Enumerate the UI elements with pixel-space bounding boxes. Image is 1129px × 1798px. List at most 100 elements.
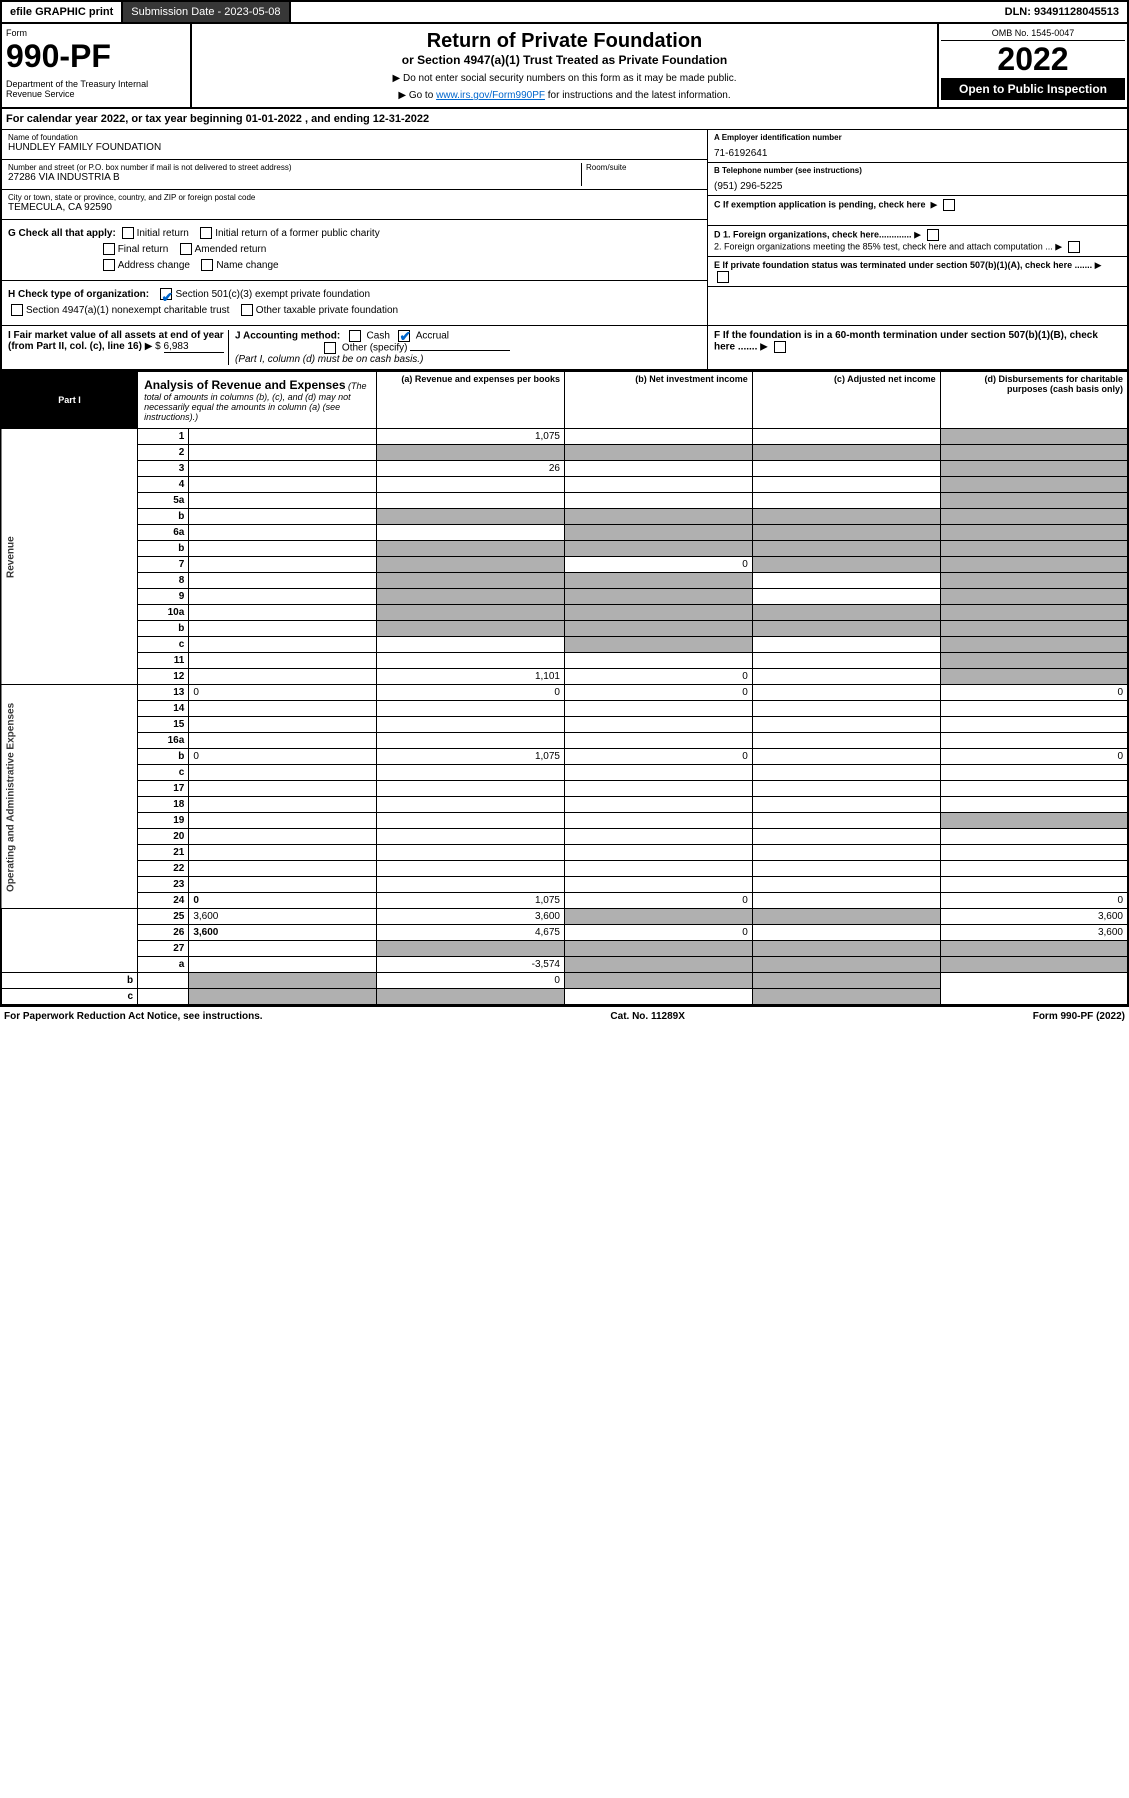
efile-print[interactable]: efile GRAPHIC print: [2, 2, 123, 22]
amount-cell: [377, 877, 565, 893]
amount-cell: [752, 877, 940, 893]
table-row: b0: [1, 973, 1128, 989]
table-row: 27: [1, 941, 1128, 957]
amount-cell: 1,075: [377, 429, 565, 445]
cb-exemption-pending[interactable]: [943, 199, 955, 211]
table-row: Operating and Administrative Expenses130…: [1, 685, 1128, 701]
line-number: 11: [138, 653, 189, 669]
line-desc: [189, 461, 377, 477]
amount-cell: [752, 605, 940, 621]
foundation-name-cell: Name of foundation HUNDLEY FAMILY FOUNDA…: [2, 130, 707, 160]
cb-cash[interactable]: [349, 330, 361, 342]
cb-other-taxable[interactable]: [241, 304, 253, 316]
line-number: 15: [138, 717, 189, 733]
cb-accrual[interactable]: [398, 330, 410, 342]
cb-amended[interactable]: [180, 243, 192, 255]
omb-number: OMB No. 1545-0047: [941, 26, 1125, 41]
amount-cell: [940, 493, 1128, 509]
cb-status-terminated[interactable]: [717, 271, 729, 283]
table-row: 16a: [1, 733, 1128, 749]
line-number: b: [1, 973, 138, 989]
cb-initial-return[interactable]: [122, 227, 134, 239]
cb-name-change[interactable]: [201, 259, 213, 271]
amount-cell: [752, 621, 940, 637]
cb-initial-former[interactable]: [200, 227, 212, 239]
amount-cell: [940, 717, 1128, 733]
amount-cell: [752, 701, 940, 717]
i-j-f-row: I Fair market value of all assets at end…: [0, 326, 1129, 370]
line-number: 22: [138, 861, 189, 877]
line-desc: [189, 829, 377, 845]
amount-cell: [940, 557, 1128, 573]
cb-501c3[interactable]: [160, 288, 172, 300]
table-row: b: [1, 621, 1128, 637]
amount-cell: 0: [564, 925, 752, 941]
amount-cell: [940, 957, 1128, 973]
line-number: 6a: [138, 525, 189, 541]
line-desc: 0: [189, 685, 377, 701]
amount-cell: [752, 445, 940, 461]
amount-cell: [940, 429, 1128, 445]
line-number: 26: [138, 925, 189, 941]
cb-other-method[interactable]: [324, 342, 336, 354]
amount-cell: [377, 589, 565, 605]
form-header: Form 990-PF Department of the Treasury I…: [0, 24, 1129, 109]
amount-cell: [564, 701, 752, 717]
table-row: b: [1, 509, 1128, 525]
form-note1: ▶ Do not enter social security numbers o…: [198, 73, 931, 84]
amount-cell: [564, 605, 752, 621]
line-number: c: [1, 989, 138, 1006]
line-number: 16a: [138, 733, 189, 749]
table-row: 2: [1, 445, 1128, 461]
line-desc: [189, 765, 377, 781]
amount-cell: [940, 941, 1128, 957]
line-desc: [138, 973, 189, 989]
form-subtitle: or Section 4947(a)(1) Trust Treated as P…: [198, 53, 931, 67]
line-number: 14: [138, 701, 189, 717]
cb-final-return[interactable]: [103, 243, 115, 255]
amount-cell: [377, 829, 565, 845]
line-desc: [189, 797, 377, 813]
cb-foreign-org[interactable]: [927, 229, 939, 241]
amount-cell: [377, 605, 565, 621]
amount-cell: [940, 781, 1128, 797]
amount-cell: [189, 973, 377, 989]
line-number: 1: [138, 429, 189, 445]
cb-60-month[interactable]: [774, 341, 786, 353]
amount-cell: [377, 717, 565, 733]
line-number: 10a: [138, 605, 189, 621]
amount-cell: [564, 445, 752, 461]
table-row: 17: [1, 781, 1128, 797]
amount-cell: [377, 797, 565, 813]
cb-4947[interactable]: [11, 304, 23, 316]
amount-cell: [377, 525, 565, 541]
amount-cell: [752, 925, 940, 941]
table-row: 4: [1, 477, 1128, 493]
amount-cell: [564, 861, 752, 877]
amount-cell: [564, 909, 752, 925]
amount-cell: [564, 781, 752, 797]
amount-cell: 0: [377, 973, 565, 989]
amount-cell: [940, 813, 1128, 829]
cb-85-test[interactable]: [1068, 241, 1080, 253]
amount-cell: 0: [940, 685, 1128, 701]
col-c-header: (c) Adjusted net income: [752, 371, 940, 429]
table-row: c: [1, 765, 1128, 781]
irs-link[interactable]: www.irs.gov/Form990PF: [436, 90, 545, 101]
d-check-cell: D 1. Foreign organizations, check here..…: [708, 226, 1127, 257]
line-number: 2: [138, 445, 189, 461]
line-number: b: [138, 541, 189, 557]
line-number: 3: [138, 461, 189, 477]
cb-address-change[interactable]: [103, 259, 115, 271]
amount-cell: [377, 765, 565, 781]
amount-cell: [564, 493, 752, 509]
line-desc: [189, 957, 377, 973]
line-number: 19: [138, 813, 189, 829]
amount-cell: [752, 685, 940, 701]
page-footer: For Paperwork Reduction Act Notice, see …: [0, 1006, 1129, 1026]
amount-cell: [752, 893, 940, 909]
table-row: 23: [1, 877, 1128, 893]
amount-cell: 26: [377, 461, 565, 477]
amount-cell: 1,101: [377, 669, 565, 685]
amount-cell: [940, 765, 1128, 781]
